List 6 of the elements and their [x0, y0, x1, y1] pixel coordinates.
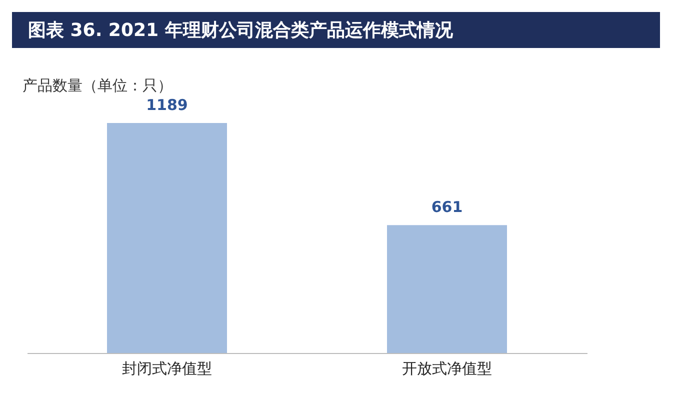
x-tick-label: 开放式净值型 — [402, 360, 492, 378]
data-label: 1189 — [146, 96, 188, 114]
data-label: 661 — [431, 198, 463, 216]
y-axis-title: 产品数量（单位：只） — [22, 76, 172, 94]
chart-title: 图表 36. 2021 年理财公司混合类产品运作模式情况 — [12, 12, 660, 48]
x-tick-label: 封闭式净值型 — [122, 360, 212, 378]
